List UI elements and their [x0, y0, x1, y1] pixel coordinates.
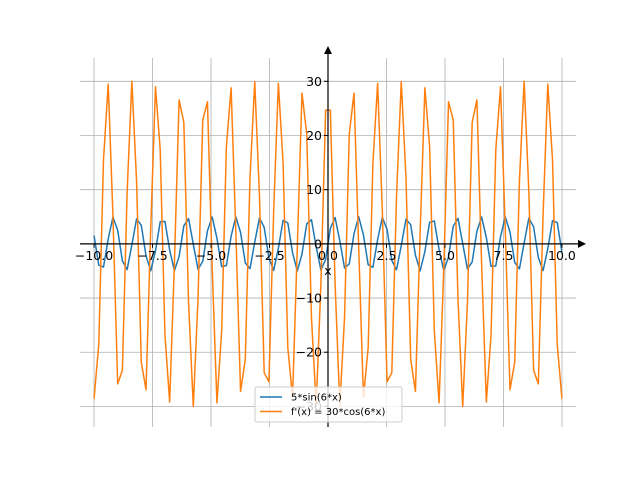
y-tick-label: 30 — [306, 74, 322, 89]
legend-entry-label: f'(x) = 30*cos(6*x) — [291, 407, 385, 418]
x-tick-label: −2.5 — [254, 248, 284, 263]
x-tick-label: −7.5 — [137, 248, 167, 263]
y-tick-label: −20 — [296, 345, 322, 360]
x-tick-label: 7.5 — [494, 248, 514, 263]
x-tick-label: 5.0 — [435, 248, 455, 263]
y-tick-label: 0 — [314, 236, 322, 251]
axes — [80, 46, 586, 427]
x-axis-arrow — [578, 239, 586, 248]
x-tick-label: −5.0 — [196, 248, 226, 263]
legend-box — [254, 386, 403, 423]
legend-entry-label: 5*sin(6*x) — [291, 393, 342, 404]
legend: 5*sin(6*x) f'(x) = 30*cos(6*x) — [254, 386, 403, 423]
x-tick-label: −10.0 — [75, 248, 113, 263]
x-tick-label: 2.5 — [377, 248, 397, 263]
x-tick-label: 0.0 — [318, 248, 338, 263]
y-tick-label: −10 — [296, 291, 322, 306]
x-tick-label: 10.0 — [548, 248, 576, 263]
y-axis-arrow — [324, 46, 332, 54]
y-tick-label: 10 — [306, 182, 322, 197]
y-tick-label: 20 — [306, 128, 322, 143]
x-axis-label: x — [324, 263, 331, 278]
